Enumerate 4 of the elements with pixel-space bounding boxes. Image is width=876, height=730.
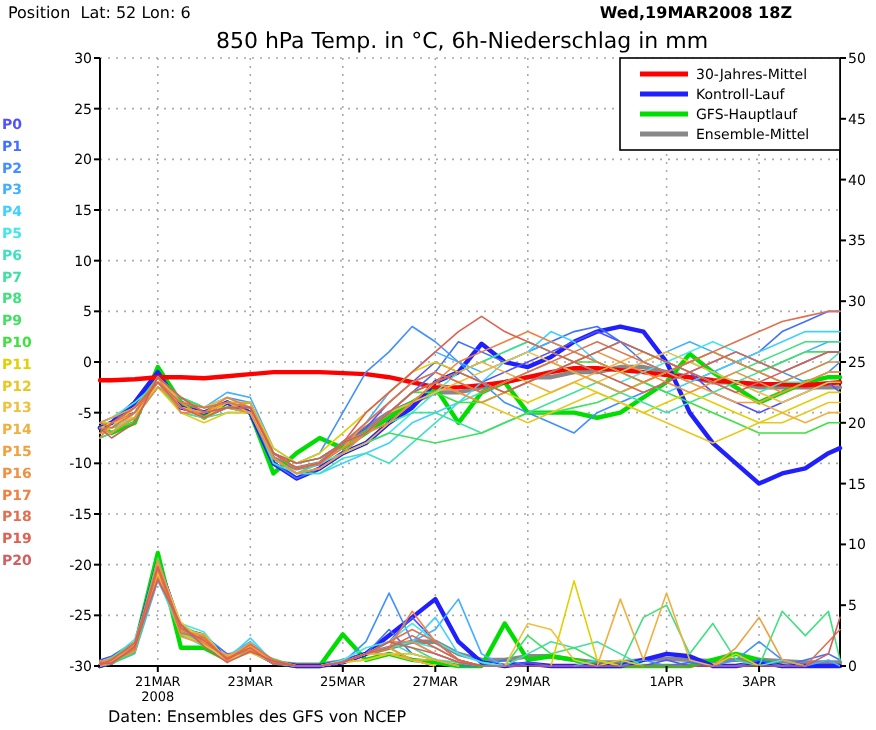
- text: Position Lat: 52 Lon: 6: [8, 4, 191, 22]
- chart-title: 850 hPa Temp. in °C, 6h-Niederschlag in mm: [215, 28, 709, 54]
- text: Wed,19MAR2008 18Z: [599, 4, 793, 22]
- text: Daten: Ensembles des GFS von NCEP: [108, 708, 407, 726]
